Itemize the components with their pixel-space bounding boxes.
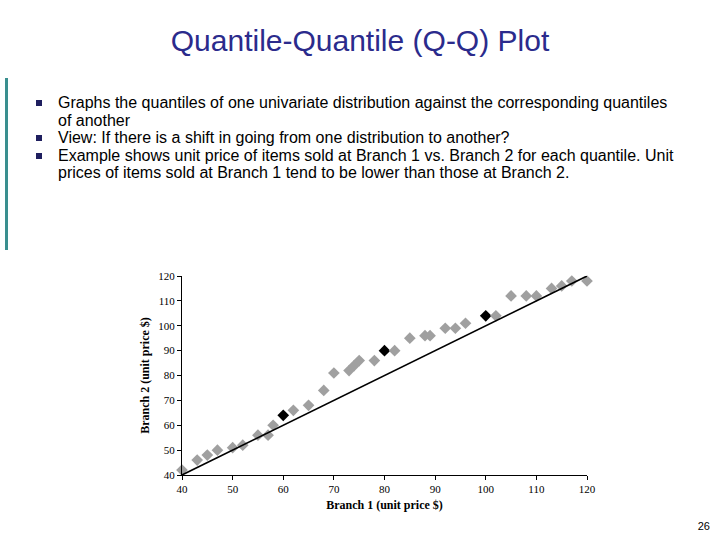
svg-text:110: 110: [159, 295, 176, 307]
svg-text:Branch 1 (unit price $): Branch 1 (unit price $): [326, 498, 443, 512]
svg-text:50: 50: [164, 444, 176, 456]
svg-text:60: 60: [164, 419, 176, 431]
svg-text:100: 100: [158, 320, 175, 332]
svg-text:40: 40: [177, 483, 189, 495]
html-text:Example shows unit price of it: Example shows unit price of items sold a…: [58, 146, 674, 182]
svg-text:90: 90: [164, 344, 176, 356]
svg-text:70: 70: [164, 394, 176, 406]
svg-text:110: 110: [528, 483, 545, 495]
svg-text:50: 50: [227, 483, 239, 495]
svg-text:60: 60: [278, 483, 290, 495]
svg-text:120: 120: [579, 483, 596, 495]
svg-text:80: 80: [164, 369, 176, 381]
svg-text:90: 90: [430, 483, 442, 495]
html-text:26: 26: [697, 520, 710, 532]
svg-text:Branch 2 (unit price $): Branch 2 (unit price $): [138, 317, 152, 434]
svg-text:80: 80: [379, 483, 391, 495]
html-text:Graphs the quantiles of one un: Graphs the quantiles of one univariate d…: [58, 94, 668, 129]
svg-text:40: 40: [164, 469, 176, 481]
html-text:Quantile-Quantile (Q-Q) Plot: Quantile-Quantile (Q-Q) Plot: [170, 24, 550, 57]
svg-text:100: 100: [478, 483, 495, 495]
html-text:View: If there is a shift in g: View: If there is a shift in going from …: [58, 129, 510, 147]
svg-text:120: 120: [158, 270, 175, 282]
svg-text:70: 70: [328, 483, 340, 495]
